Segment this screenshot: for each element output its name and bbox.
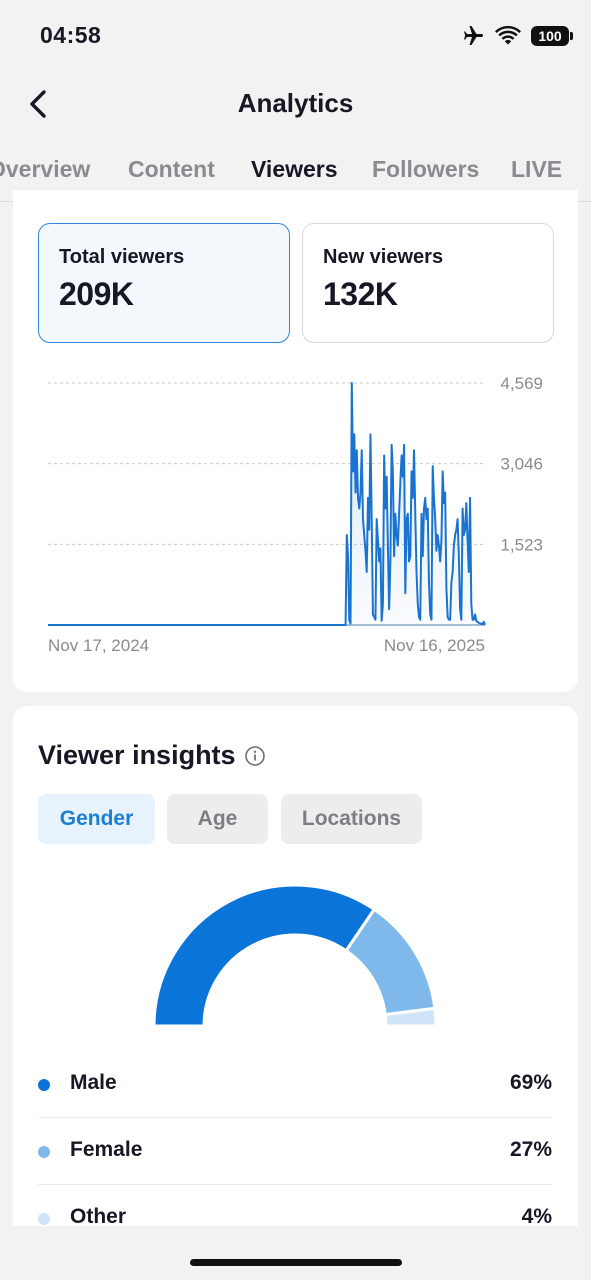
- tab-live[interactable]: LIVE: [511, 156, 563, 182]
- battery-icon: 100: [531, 26, 573, 46]
- metric-label: New viewers: [323, 246, 444, 268]
- viewers-chart-card: Total viewers 209K New viewers 132K 1,52…: [13, 190, 578, 692]
- legend-dot: [38, 1213, 50, 1225]
- metric-new-viewers[interactable]: New viewers 132K: [302, 223, 554, 343]
- chart-area: [48, 383, 485, 625]
- legend-row-other: Other 4%: [38, 1185, 552, 1226]
- chevron-left-icon: [30, 90, 46, 118]
- insights-heading: Viewer insights: [38, 740, 266, 771]
- legend-row-male: Male 69%: [38, 1051, 552, 1118]
- donut-segment-male: [152, 883, 377, 1028]
- info-icon[interactable]: [244, 745, 266, 767]
- gender-half-donut-chart: [152, 883, 438, 1028]
- metric-label: Total viewers: [59, 246, 185, 268]
- metric-value: 132K: [323, 276, 398, 312]
- chip-gender[interactable]: Gender: [38, 794, 155, 844]
- tab-content[interactable]: Content: [128, 156, 215, 182]
- legend-dot: [38, 1146, 50, 1158]
- legend-value: 4%: [521, 1205, 552, 1226]
- y-tick-label: 3,046: [500, 455, 543, 474]
- legend-value: 27%: [509, 1138, 552, 1161]
- metric-total-viewers[interactable]: Total viewers 209K: [38, 223, 290, 343]
- legend-label: Male: [70, 1071, 117, 1094]
- status-bar: 04:58 100: [0, 0, 591, 70]
- legend-label: Other: [70, 1205, 127, 1226]
- legend-label: Female: [70, 1138, 143, 1161]
- x-end-label: Nov 16, 2025: [384, 636, 485, 655]
- chart-series-line: [48, 382, 486, 626]
- viewer-insights-card: Viewer insights Gender Age Locations Mal…: [13, 706, 578, 1226]
- nav-header: Analytics: [0, 72, 591, 136]
- metric-value: 209K: [59, 276, 134, 312]
- tab-viewers[interactable]: Viewers: [251, 156, 338, 182]
- insights-title: Viewer insights: [38, 740, 236, 770]
- x-start-label: Nov 17, 2024: [48, 636, 149, 655]
- tab-overview[interactable]: Overview: [0, 156, 91, 182]
- status-icons: 100: [461, 22, 573, 50]
- wifi-icon: [495, 25, 521, 45]
- legend-value: 69%: [509, 1071, 552, 1094]
- page-title: Analytics: [237, 88, 354, 118]
- y-tick-label: 4,569: [500, 374, 543, 393]
- home-indicator[interactable]: [190, 1259, 402, 1266]
- legend-dot: [38, 1079, 50, 1091]
- status-time: 04:58: [40, 22, 102, 48]
- chip-locations[interactable]: Locations: [281, 794, 422, 844]
- chip-age[interactable]: Age: [167, 794, 268, 844]
- legend-row-female: Female 27%: [38, 1118, 552, 1185]
- airplane-icon: [464, 26, 483, 45]
- viewers-line-chart[interactable]: 1,523 3,046 4,569 Nov 17, 2024 Nov 16, 202…: [13, 190, 578, 690]
- back-button[interactable]: [18, 84, 58, 124]
- donut-segment-other: [383, 1006, 438, 1028]
- y-tick-label: 1,523: [500, 535, 543, 554]
- tab-followers[interactable]: Followers: [372, 156, 480, 182]
